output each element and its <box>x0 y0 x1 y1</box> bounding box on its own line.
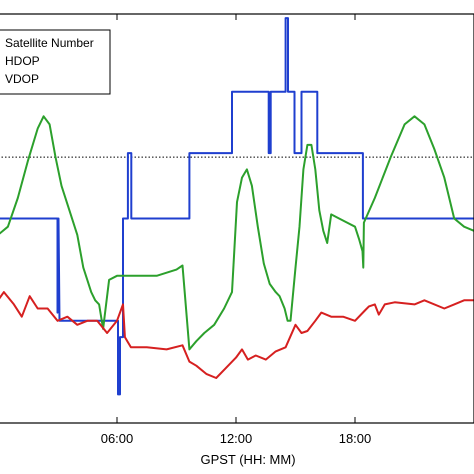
legend: Satellite Number HDOP VDOP <box>0 29 111 95</box>
legend-box <box>0 29 111 95</box>
legend-entry-hdop: HDOP <box>5 54 40 68</box>
x-axis-label: GPST (HH: MM) <box>200 452 295 467</box>
legend-entry-satellite-number: Satellite Number <box>5 36 94 50</box>
x-ticks: 06:00 12:00 18:00 <box>101 14 372 446</box>
x-tick-label: 12:00 <box>220 431 253 446</box>
series-vdop <box>0 291 474 379</box>
legend-entry-vdop: VDOP <box>5 72 39 86</box>
series-satellite-number <box>0 17 474 396</box>
x-tick-label: 18:00 <box>339 431 372 446</box>
series-layer <box>0 17 474 396</box>
series-hdop <box>0 115 474 351</box>
x-tick-label: 06:00 <box>101 431 134 446</box>
